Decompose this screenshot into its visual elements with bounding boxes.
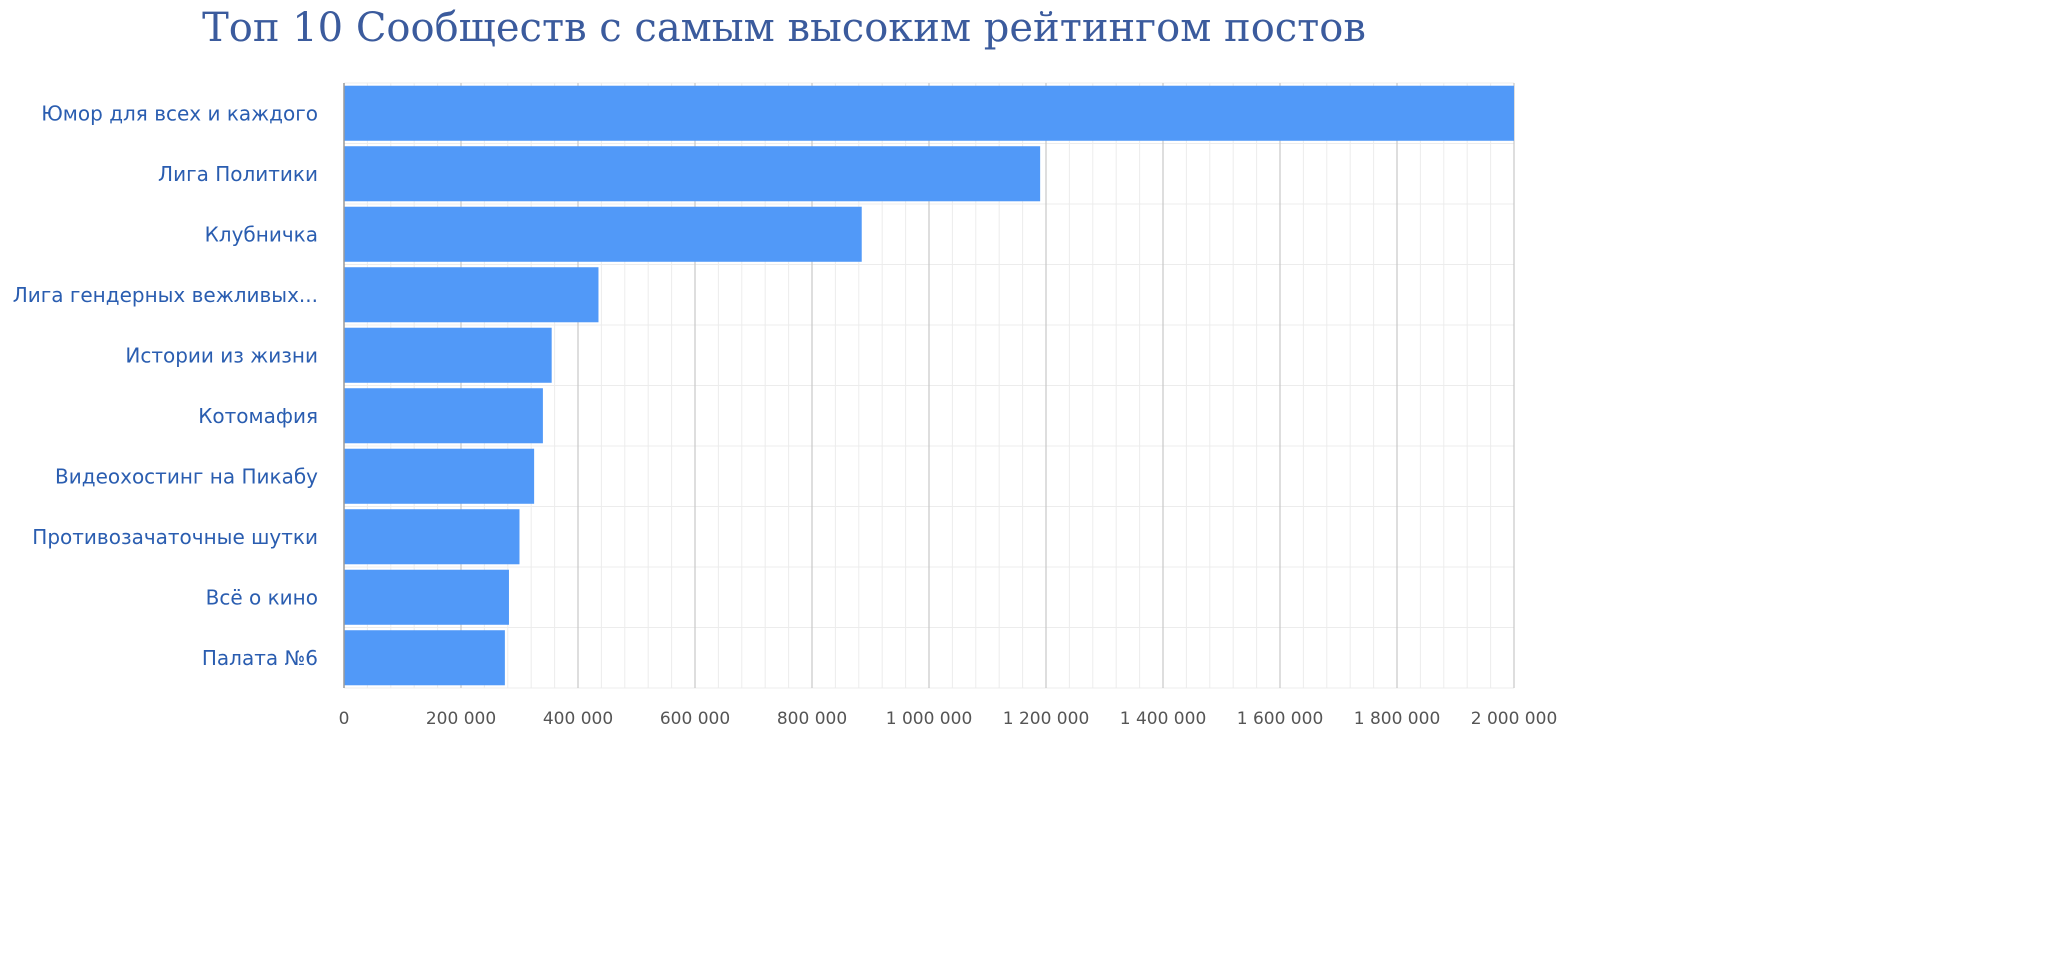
x-tick-label: 1 200 000 [1003, 709, 1090, 729]
bar [344, 448, 535, 504]
bar [344, 267, 599, 323]
x-tick-label: 0 [339, 709, 350, 729]
category-label: Лига Политики [158, 162, 318, 186]
x-tick-label: 1 800 000 [1354, 709, 1441, 729]
tick-labels: 0 200 000 400 000 600 000 800 000 1 000 000 1 … [339, 709, 1558, 729]
x-tick-label: 1 600 000 [1237, 709, 1324, 729]
category-label: Котомафия [198, 404, 318, 428]
x-tick-label: 200 000 [426, 709, 496, 729]
x-tick-label: 2 000 000 [1471, 709, 1558, 729]
bar [344, 569, 509, 625]
category-label: Палата №6 [202, 646, 318, 670]
bar-chart: Юмор для всех и каждого Лига Политики Клуб… [13, 82, 1558, 729]
bars [344, 85, 1514, 686]
x-tick-label: 1 400 000 [1120, 709, 1207, 729]
category-label: Видеохостинг на Пикабу [55, 464, 318, 488]
bar [344, 388, 543, 444]
bar [344, 206, 862, 262]
category-label: Истории из жизни [125, 343, 318, 367]
category-label: Клубничка [205, 222, 318, 246]
bar [344, 85, 1514, 141]
bar [344, 509, 520, 565]
x-tick-label: 400 000 [543, 709, 613, 729]
bar [344, 327, 552, 383]
x-tick-label: 600 000 [660, 709, 730, 729]
category-label: Лига гендерных вежливых... [13, 283, 318, 307]
x-tick-label: 800 000 [777, 709, 847, 729]
category-label: Всё о кино [206, 585, 318, 609]
x-tick-label: 1 000 000 [886, 709, 973, 729]
category-label: Юмор для всех и каждого [41, 101, 318, 125]
bar [344, 146, 1041, 202]
category-label: Противозачаточные шутки [32, 525, 318, 549]
bar [344, 630, 505, 686]
chart-title: Топ 10 Сообществ с самым высоким рейтинг… [202, 5, 1366, 51]
category-labels: Юмор для всех и каждого Лига Политики Клуб… [13, 101, 318, 670]
